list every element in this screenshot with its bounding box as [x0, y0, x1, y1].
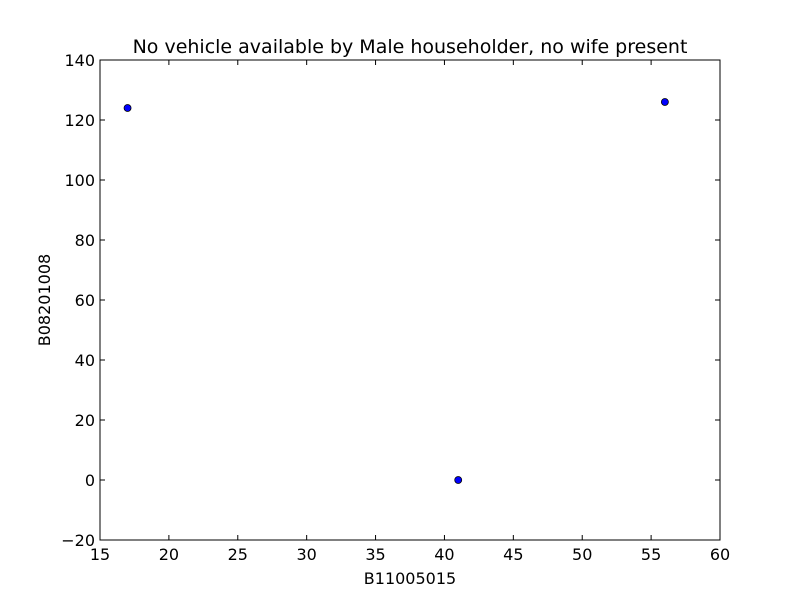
y-tick-label: 40: [75, 351, 95, 370]
y-tick-label: 100: [64, 171, 95, 190]
x-tick-label: 55: [641, 545, 661, 564]
scatter-point: [123, 104, 132, 112]
y-tick-label: 0: [85, 471, 95, 490]
x-tick-label: 40: [434, 545, 454, 564]
scatter-point: [660, 98, 669, 106]
x-tick-label: 60: [710, 545, 730, 564]
scatter-point: [454, 476, 463, 484]
y-axis-label: B08201008: [35, 254, 54, 346]
x-tick-label: 20: [159, 545, 179, 564]
x-axis-ticks: [99, 60, 721, 540]
y-tick-label: 80: [75, 231, 95, 250]
x-tick-label: 30: [296, 545, 316, 564]
plot-area: [99, 59, 721, 541]
x-tick-label: 50: [572, 545, 592, 564]
y-tick-label: 140: [64, 51, 95, 70]
x-tick-label: 15: [90, 545, 110, 564]
y-axis-tick-labels: −20 0 20 40 60 80 100 120 140: [61, 51, 95, 550]
y-axis-ticks: [100, 59, 720, 541]
y-tick-label: 120: [64, 111, 95, 130]
y-tick-label: 20: [75, 411, 95, 430]
x-axis-label: B11005015: [364, 569, 456, 588]
y-tick-label: −20: [61, 531, 95, 550]
x-axis-tick-labels: 15 20 25 30 35 40 45 50 55 60: [90, 545, 730, 564]
x-tick-label: 45: [503, 545, 523, 564]
x-tick-label: 25: [228, 545, 248, 564]
y-tick-label: 60: [75, 291, 95, 310]
plot-frame: [99, 59, 721, 541]
chart-title: No vehicle available by Male householder…: [133, 36, 688, 58]
x-tick-label: 35: [365, 545, 385, 564]
data-points: [123, 98, 669, 484]
